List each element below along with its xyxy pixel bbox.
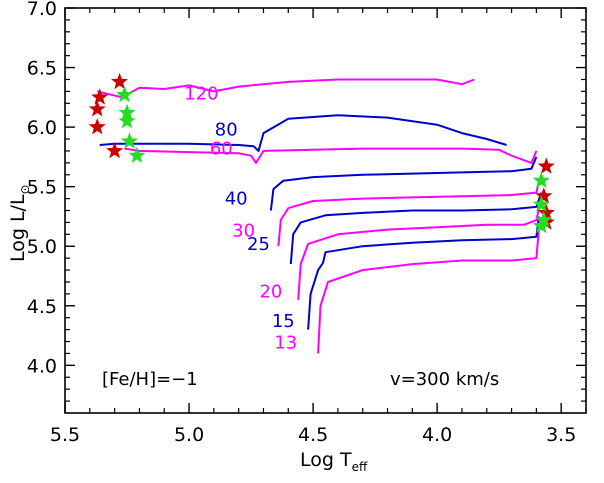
green-star-marker <box>119 112 136 128</box>
y-tick-label: 5.0 <box>27 236 57 258</box>
green-star-marker <box>533 172 550 188</box>
track-label-30: 30 <box>232 221 255 242</box>
track-label-20: 20 <box>259 281 282 302</box>
y-tick-label: 6.5 <box>27 58 57 80</box>
y-tick-label: 6.0 <box>27 117 57 139</box>
plot-frame <box>65 8 586 413</box>
x-tick-label: 3.5 <box>546 424 576 446</box>
green-star-marker <box>121 132 138 148</box>
y-axis-title-main: Log L/L <box>7 194 29 262</box>
green-star-marker <box>116 86 133 102</box>
track-30-line <box>278 181 539 247</box>
y-tick-label: 4.0 <box>27 355 57 377</box>
x-tick-label: 5.5 <box>50 424 80 446</box>
track-80-line <box>100 115 507 151</box>
track-label-15: 15 <box>272 311 295 332</box>
y-tick-label: 4.5 <box>27 296 57 318</box>
track-60-line <box>125 149 537 163</box>
x-axis-title-main: Log T <box>300 449 352 471</box>
metallicity-annotation: [Fe/H]=−1 <box>102 369 198 390</box>
x-tick-label: 5.0 <box>174 424 204 446</box>
track-label-60: 60 <box>210 139 233 160</box>
track-label-120: 120 <box>184 84 218 105</box>
x-tick-label: 4.5 <box>298 424 328 446</box>
red-star-marker <box>111 73 128 89</box>
hr-diagram-chart: 5.5 5.0 4.5 4.0 3.54.04.55.05.56.06.57.0 131… <box>0 0 604 483</box>
red-star-marker <box>89 118 106 134</box>
y-axis-title-sub: ⊙ <box>18 184 32 194</box>
red-star-marker <box>91 88 108 104</box>
track-label-80: 80 <box>215 119 238 140</box>
x-axis-title: Log Teff <box>300 449 368 474</box>
track-label-40: 40 <box>225 189 248 210</box>
track-label-13: 13 <box>274 333 297 354</box>
evolutionary-tracks <box>97 80 541 354</box>
x-axis-title-sub: eff <box>352 460 368 474</box>
track-120-line <box>97 80 474 98</box>
y-axis-title: Log L/L⊙ <box>7 184 32 262</box>
x-tick-label: 4.0 <box>422 424 452 446</box>
y-tick-label: 7.0 <box>27 0 57 20</box>
red-star-marker <box>538 157 555 173</box>
rotation-annotation: v=300 km/s <box>390 369 499 390</box>
